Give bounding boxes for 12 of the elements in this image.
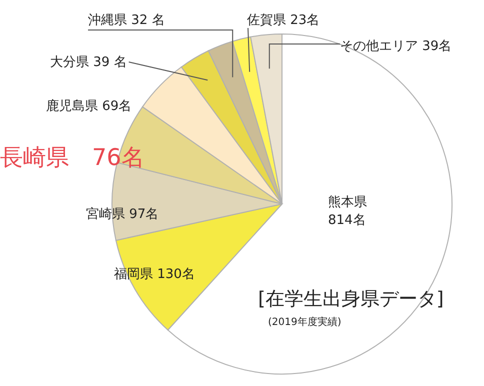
slice-label: 宮崎県 97名 bbox=[86, 206, 159, 222]
text: [在学生出身県データ] bbox=[258, 288, 444, 310]
slice-label: 大分県 39 名 bbox=[50, 55, 127, 70]
slice-label: 沖縄県 32 名 bbox=[88, 13, 165, 28]
slice-label: 鹿児島県 69名 bbox=[46, 99, 132, 114]
data-label: 814名 bbox=[328, 213, 366, 228]
slice-label: 佐賀県 23名 bbox=[247, 13, 320, 28]
slice-label: 福岡県 130名 bbox=[114, 267, 195, 282]
slice-label: 長崎県 76名 bbox=[0, 145, 144, 171]
slice-label: その他エリア 39名 bbox=[340, 39, 452, 54]
slice-label: 熊本県 bbox=[328, 195, 367, 210]
text: (2019年度実績) bbox=[268, 316, 342, 328]
